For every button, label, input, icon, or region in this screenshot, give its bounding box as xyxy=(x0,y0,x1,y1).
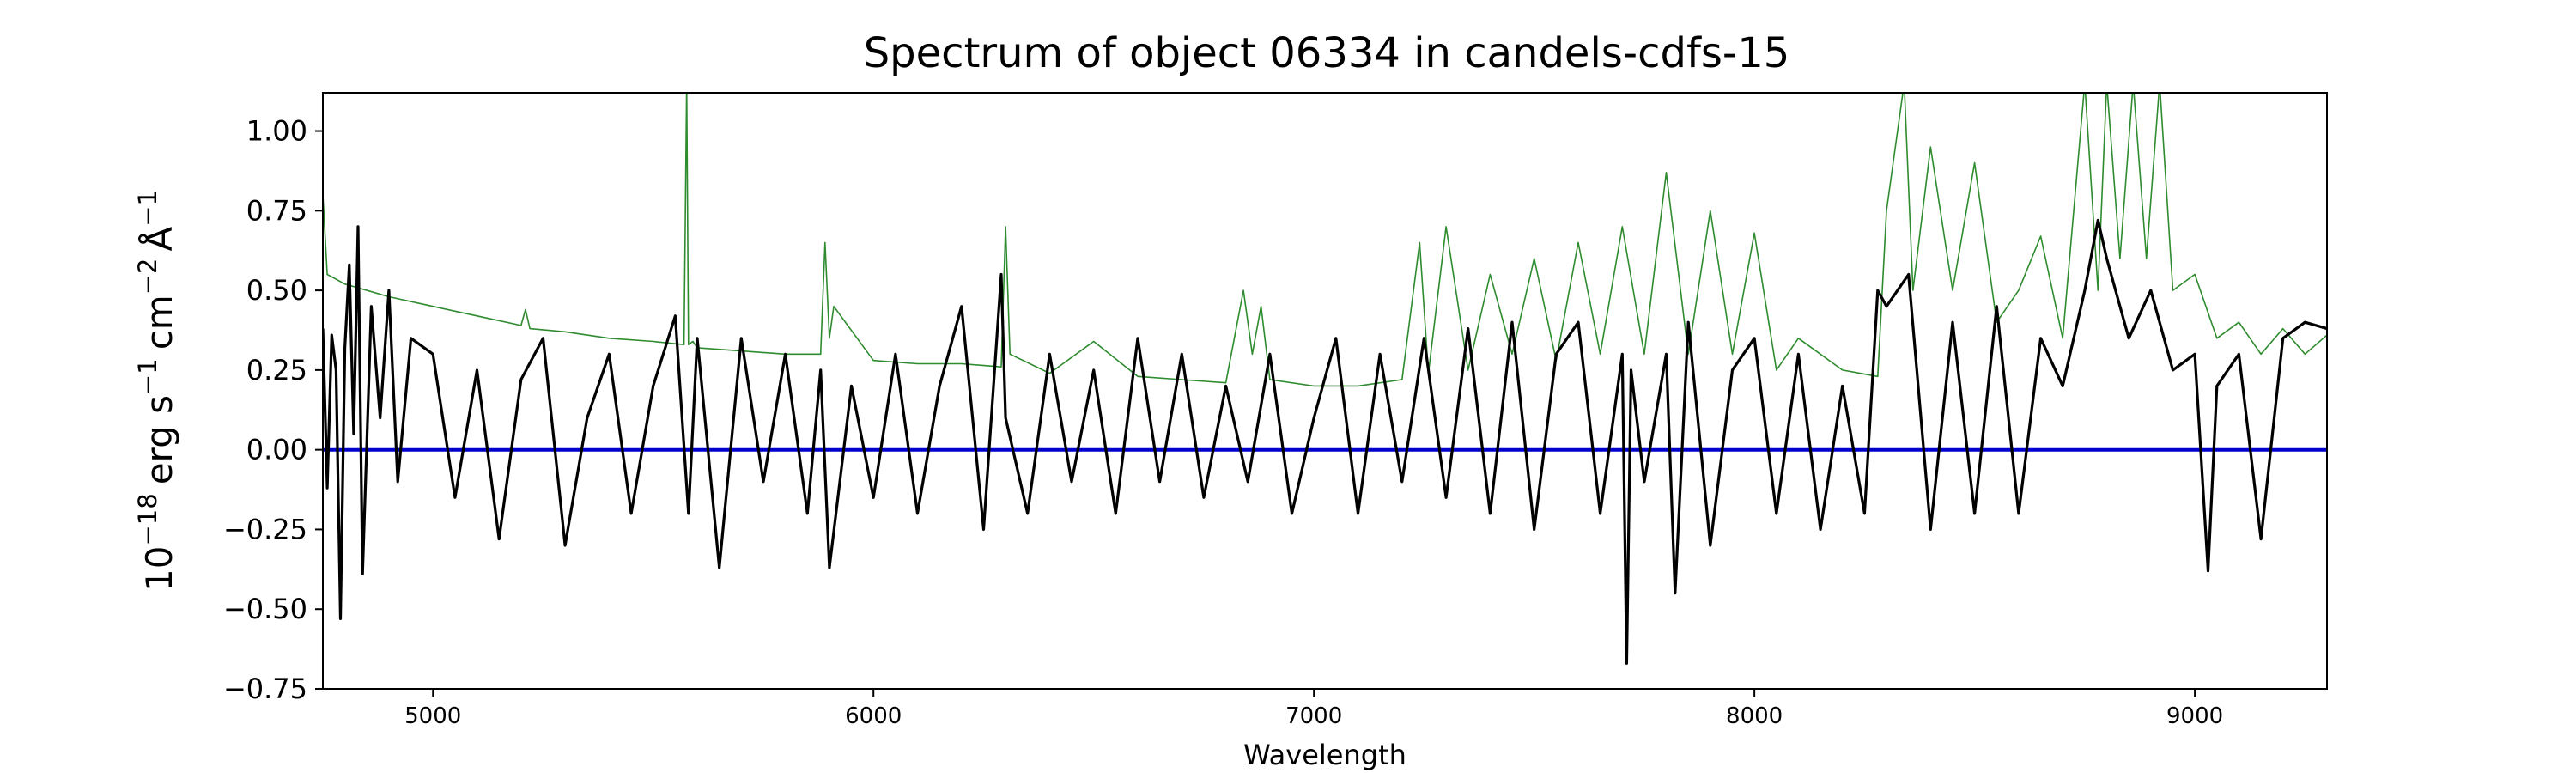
series-line-flux xyxy=(323,218,2327,665)
x-tick-label: 9000 xyxy=(2166,703,2223,729)
y-tick-label: 0.75 xyxy=(246,194,307,227)
y-label-unit-erg-s: erg s xyxy=(138,395,180,484)
y-label-base: 10 xyxy=(138,546,180,592)
y-label-exponent: −18 xyxy=(133,493,162,545)
y-axis-label: 10−18erg s−1cm−2Å−1 xyxy=(133,190,180,592)
x-tick-label: 7000 xyxy=(1285,703,1342,729)
y-tick-label: −0.75 xyxy=(223,673,307,705)
plot-frame xyxy=(322,92,2328,690)
chart-title: Spectrum of object 06334 in candels-cdfs… xyxy=(864,29,1790,77)
y-axis: −0.75 −0.50 −0.25 0.00 0.25 0.50 0.75 1.00 xyxy=(223,115,323,705)
y-label-exponent-angstrom: −1 xyxy=(133,190,162,227)
y-label-unit-angstrom: Å xyxy=(137,227,180,252)
y-label-exponent-s: −1 xyxy=(133,358,162,395)
x-axis: 5000 6000 7000 8000 9000 xyxy=(404,689,2223,729)
y-tick-label: −0.50 xyxy=(223,593,307,625)
x-tick-label: 5000 xyxy=(404,703,461,729)
y-tick-label: −0.25 xyxy=(223,513,307,545)
series-layer xyxy=(323,93,2327,665)
y-tick-label: 0.25 xyxy=(246,354,307,386)
x-tick-label: 8000 xyxy=(1726,703,1783,729)
x-tick-label: 6000 xyxy=(845,703,902,729)
x-axis-label: Wavelength xyxy=(1243,739,1406,771)
y-tick-label: 0.00 xyxy=(246,434,307,466)
series-line-error xyxy=(323,93,2327,387)
y-label-unit-cm: cm xyxy=(138,295,180,350)
y-tick-label: 1.00 xyxy=(246,115,307,148)
y-label-exponent-cm: −2 xyxy=(133,259,162,295)
y-tick-label: 0.50 xyxy=(246,274,307,307)
